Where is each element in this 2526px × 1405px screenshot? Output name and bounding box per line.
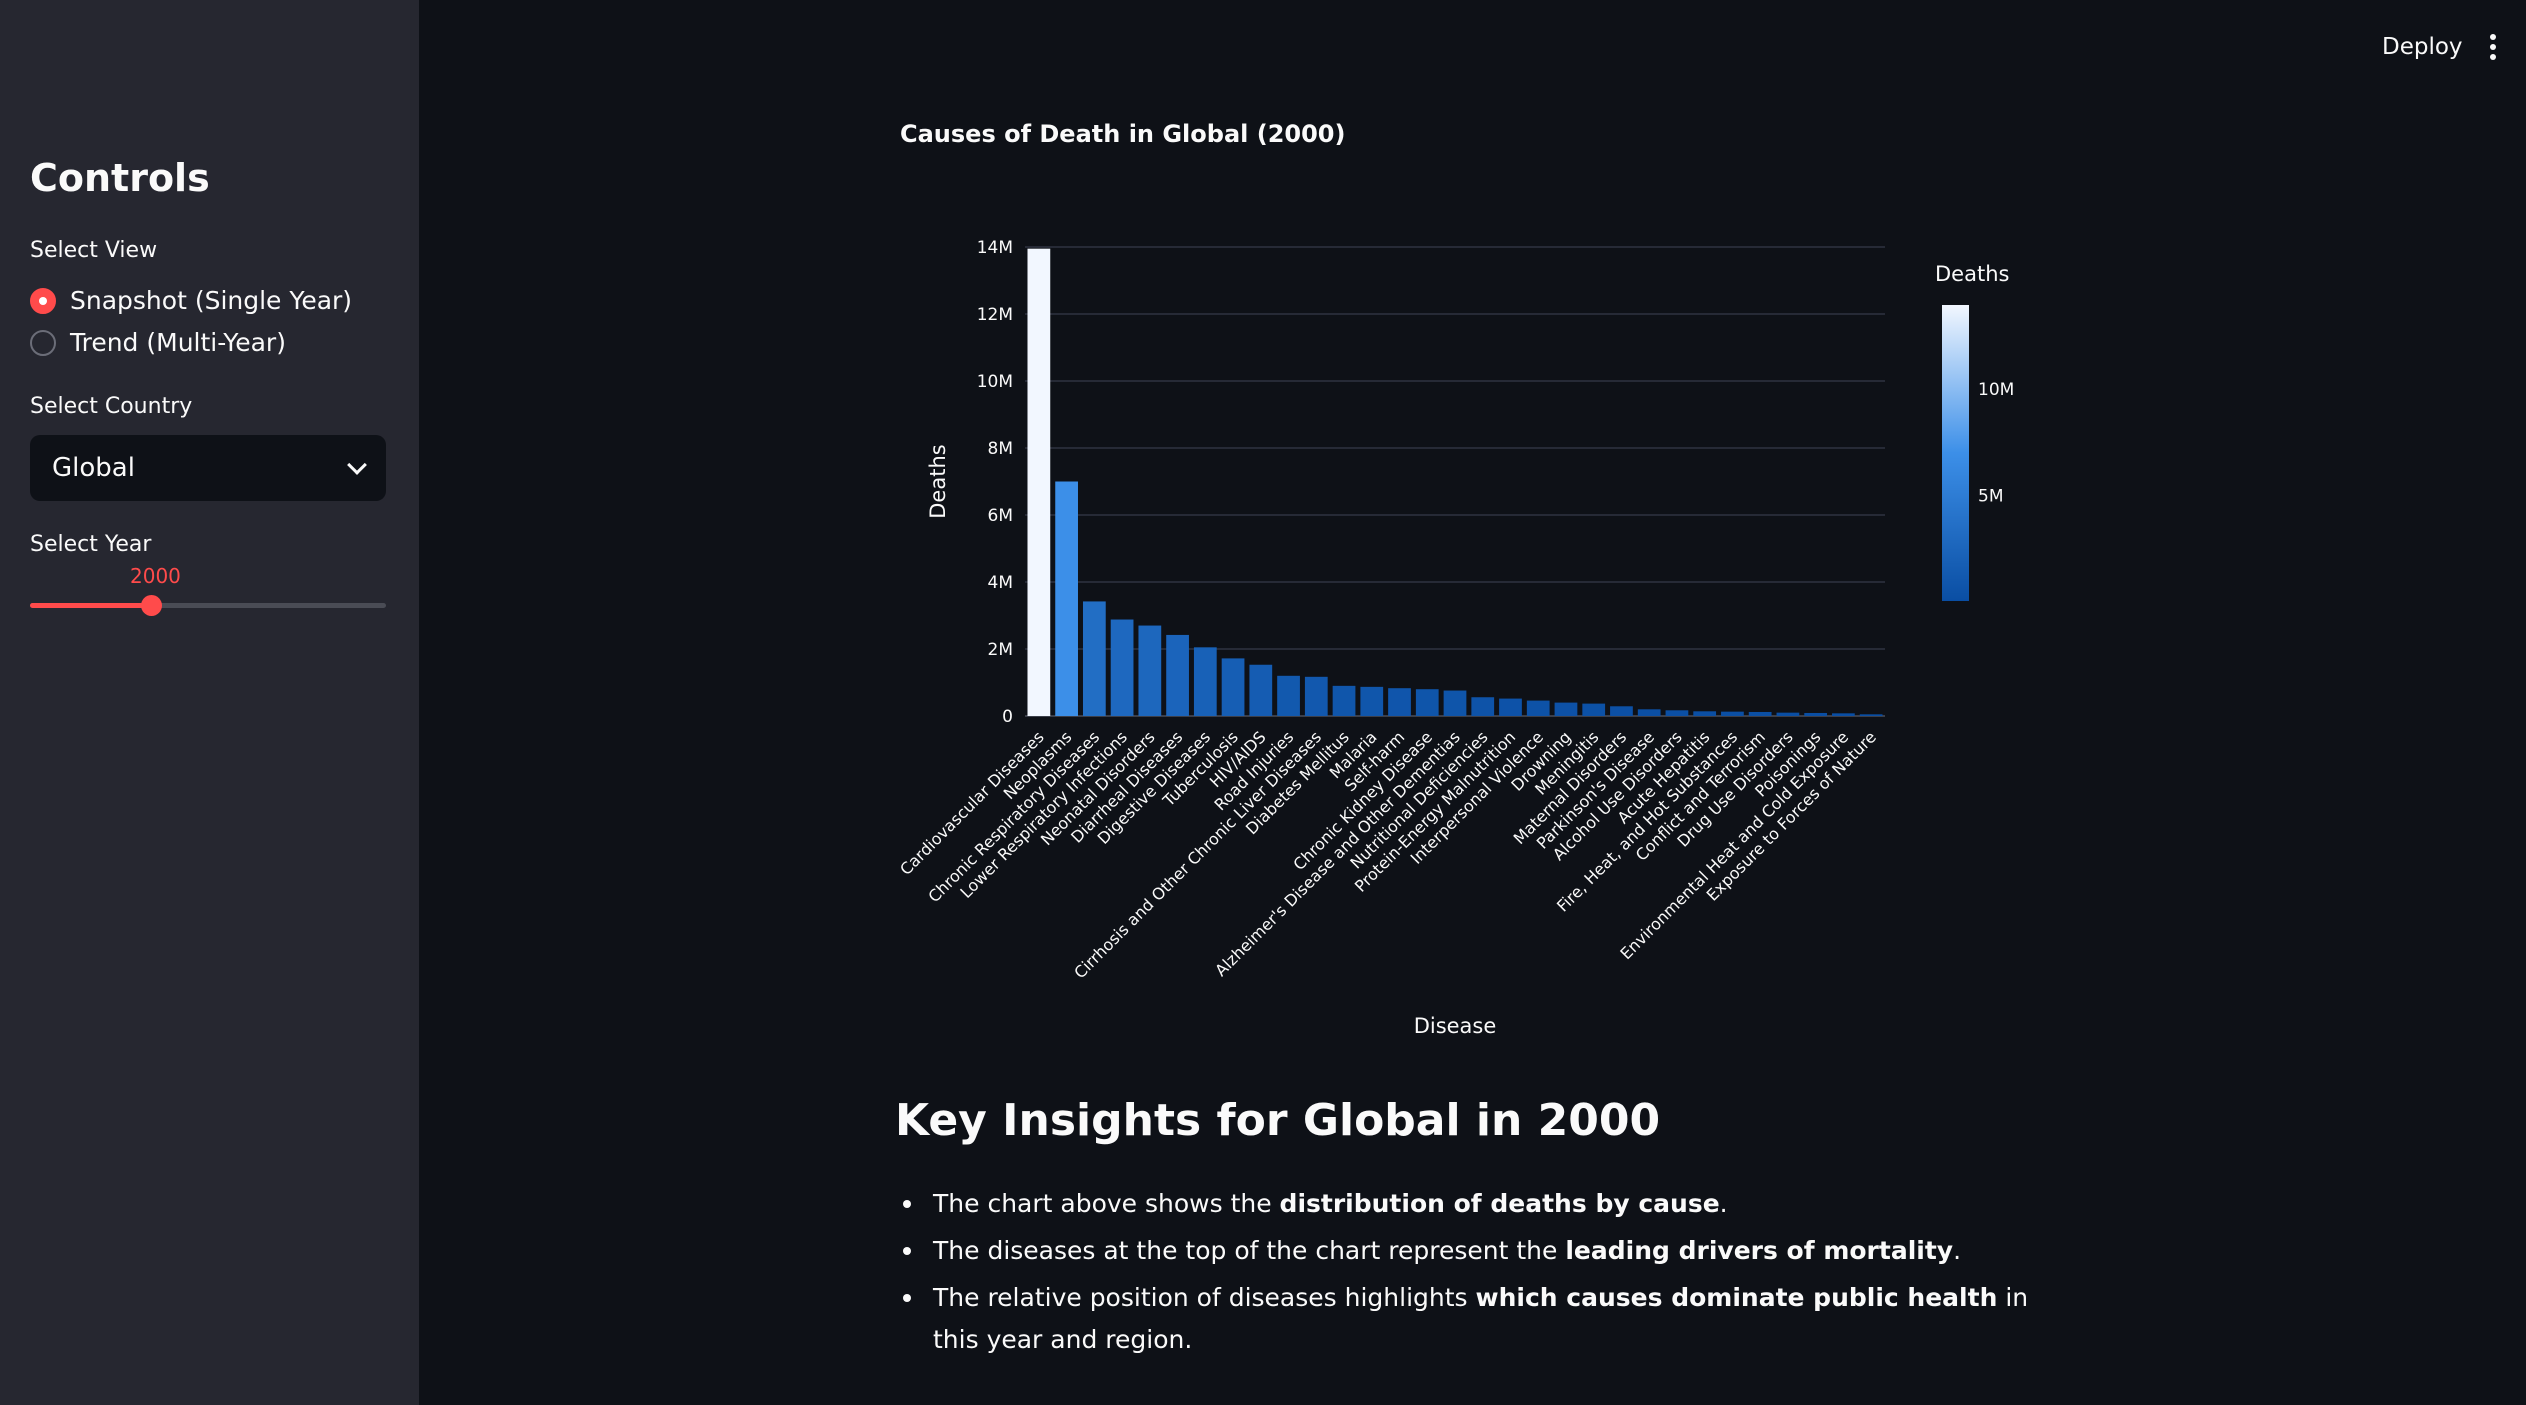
- colorbar: [1942, 305, 1969, 601]
- radio-snapshot-dot[interactable]: [30, 287, 56, 314]
- bar: [1665, 710, 1689, 716]
- bar: [1082, 601, 1106, 716]
- year-slider-thumb[interactable]: [141, 595, 163, 616]
- bar: [1388, 688, 1411, 716]
- insight-item: The relative position of diseases highli…: [895, 1277, 2045, 1361]
- y-tick-label: 14M: [977, 238, 1013, 258]
- bar: [1249, 664, 1273, 716]
- y-tick-label: 8M: [988, 439, 1013, 459]
- bar: [1499, 698, 1522, 716]
- colorbar-title: Deaths: [1935, 262, 2009, 286]
- y-tick-label: 10M: [977, 372, 1013, 392]
- select-view-label: Select View: [30, 238, 158, 263]
- y-tick-label: 4M: [988, 573, 1013, 593]
- y-tick-label: 0: [1002, 707, 1013, 727]
- y-tick-label: 12M: [977, 305, 1013, 325]
- bar: [1859, 714, 1883, 716]
- bar: [1526, 700, 1550, 716]
- insights-title: Key Insights for Global in 2000: [895, 1095, 1661, 1146]
- bar: [1693, 711, 1717, 716]
- bar: [1360, 686, 1384, 716]
- chart-title: Causes of Death in Global (2000): [900, 120, 1346, 148]
- y-axis-label: Deaths: [926, 444, 950, 518]
- bar: [1138, 625, 1162, 716]
- x-axis-label: Disease: [1414, 1014, 1497, 1038]
- bar: [1166, 634, 1189, 716]
- bar: [1443, 690, 1467, 716]
- bar: [1332, 685, 1356, 716]
- colorbar-tick-label: 5M: [1978, 487, 2003, 507]
- bar: [1415, 689, 1439, 716]
- y-tick-label: 2M: [988, 640, 1013, 660]
- bar: [1637, 709, 1661, 716]
- bar: [1193, 647, 1217, 716]
- sidebar: Controls Select View Snapshot (Single Ye…: [0, 0, 419, 1405]
- deploy-button[interactable]: Deploy: [2382, 34, 2463, 60]
- select-country-label: Select Country: [30, 394, 193, 419]
- bar: [1554, 702, 1578, 716]
- bar: [1721, 711, 1744, 716]
- bar: [1471, 697, 1495, 716]
- radio-trend-dot[interactable]: [30, 329, 56, 356]
- colorbar-tick-label: 10M: [1978, 380, 2014, 400]
- bar: [1304, 676, 1328, 716]
- radio-trend[interactable]: Trend (Multi-Year): [30, 328, 286, 357]
- insight-item: The diseases at the top of the chart rep…: [895, 1230, 2045, 1272]
- bar: [1277, 675, 1300, 716]
- more-vertical-icon[interactable]: [2488, 34, 2498, 62]
- select-year-label: Select Year: [30, 532, 152, 557]
- country-select-value: Global: [52, 453, 135, 483]
- bar: [1832, 713, 1855, 716]
- year-slider-track[interactable]: [30, 595, 386, 616]
- y-tick-label: 6M: [988, 506, 1013, 526]
- bar: [1221, 658, 1245, 716]
- bar: [1748, 711, 1772, 716]
- year-slider-value: 2000: [130, 564, 181, 588]
- radio-snapshot-label: Snapshot (Single Year): [70, 286, 353, 315]
- bar: [1582, 703, 1606, 716]
- country-select[interactable]: Global: [30, 435, 386, 501]
- year-slider-fill: [30, 603, 152, 608]
- bar: [1110, 619, 1134, 716]
- bar: [1055, 481, 1078, 716]
- radio-trend-label: Trend (Multi-Year): [70, 328, 286, 357]
- bar: [1027, 248, 1051, 717]
- bar: [1610, 706, 1633, 716]
- insight-item: The chart above shows the distribution o…: [895, 1183, 2045, 1225]
- bar: [1776, 712, 1800, 716]
- insights-list: The chart above shows the distribution o…: [895, 1183, 2045, 1366]
- radio-snapshot[interactable]: Snapshot (Single Year): [30, 286, 352, 315]
- sidebar-title: Controls: [30, 156, 210, 200]
- bar: [1804, 712, 1828, 716]
